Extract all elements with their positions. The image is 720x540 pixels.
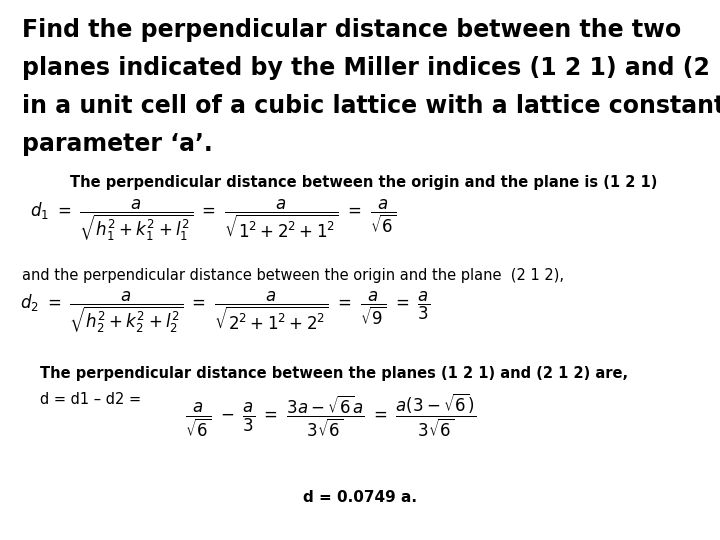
Text: and the perpendicular distance between the origin and the plane  (2 1 2),: and the perpendicular distance between t… (22, 268, 564, 283)
Text: d = d1 – d2 =: d = d1 – d2 = (40, 392, 145, 407)
Text: $d_1 \ = \ \dfrac{a}{\sqrt{h_1^2 + k_1^2 + l_1^2}} \ = \ \dfrac{a}{\sqrt{1^2 + 2: $d_1 \ = \ \dfrac{a}{\sqrt{h_1^2 + k_1^2… (30, 198, 397, 244)
Text: in a unit cell of a cubic lattice with a lattice constant: in a unit cell of a cubic lattice with a… (22, 94, 720, 118)
Text: $d_2 \ = \ \dfrac{a}{\sqrt{h_2^2 + k_2^2 + l_2^2}} \ = \ \dfrac{a}{\sqrt{2^2 + 1: $d_2 \ = \ \dfrac{a}{\sqrt{h_2^2 + k_2^2… (20, 290, 431, 335)
Text: The perpendicular distance between the origin and the plane is (1 2 1): The perpendicular distance between the o… (70, 175, 657, 190)
Text: d = 0.0749 a.: d = 0.0749 a. (303, 490, 417, 505)
Text: Find the perpendicular distance between the two: Find the perpendicular distance between … (22, 18, 681, 42)
Text: The perpendicular distance between the planes (1 2 1) and (2 1 2) are,: The perpendicular distance between the p… (40, 366, 628, 381)
Text: planes indicated by the Miller indices (1 2 1) and (2 1 2): planes indicated by the Miller indices (… (22, 56, 720, 80)
Text: parameter ‘a’.: parameter ‘a’. (22, 132, 212, 156)
Text: $\dfrac{a}{\sqrt{6}} \ - \ \dfrac{a}{3} \ = \ \dfrac{3a - \sqrt{6}a}{3\sqrt{6}} : $\dfrac{a}{\sqrt{6}} \ - \ \dfrac{a}{3} … (185, 392, 476, 440)
